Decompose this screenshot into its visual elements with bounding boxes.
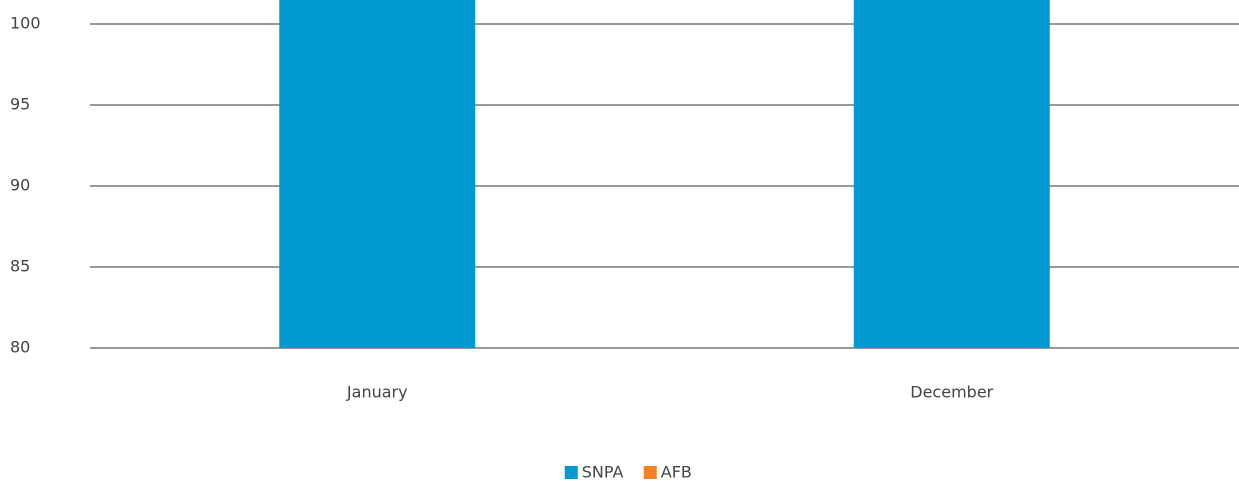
x-tick-label: December: [910, 383, 993, 402]
bar-segment: [853, 0, 1050, 348]
bar-segment: [279, 0, 476, 348]
y-tick-label: 100: [10, 14, 41, 33]
legend-label: AFB: [661, 463, 692, 481]
y-tick-label: 80: [10, 338, 30, 357]
y-tick-label: 85: [10, 257, 30, 276]
y-tick-label: 95: [10, 95, 30, 114]
legend-swatch: [643, 466, 657, 479]
legend-label: SNPA: [582, 463, 624, 481]
x-tick-label: January: [346, 383, 408, 402]
y-tick-label: 90: [10, 176, 30, 195]
legend-swatch: [564, 466, 578, 479]
